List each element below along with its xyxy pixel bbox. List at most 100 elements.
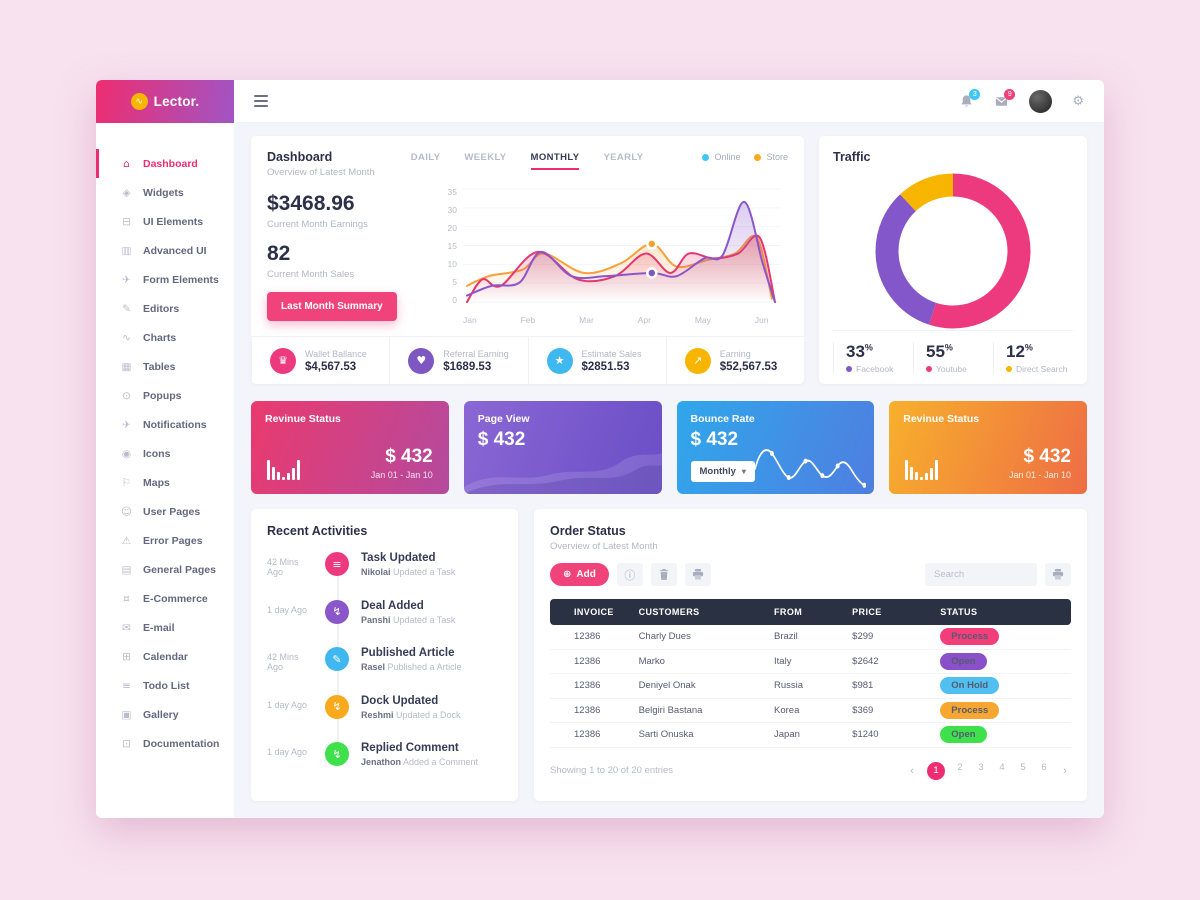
earning-chart-icon: ↗ bbox=[684, 347, 711, 374]
sidebar-item-label: Charts bbox=[143, 331, 177, 344]
calendar-icon: ⊞ bbox=[122, 650, 131, 663]
logo-wave-icon: ∿ bbox=[130, 93, 148, 110]
hamburger-menu-icon[interactable] bbox=[254, 95, 268, 107]
kpi-item: ★ Estimate Sales $2851.53 bbox=[527, 337, 666, 384]
page-number[interactable]: 4 bbox=[999, 761, 1005, 773]
gallery[interactable]: ▣ Gallery bbox=[96, 700, 234, 729]
icons[interactable]: ◉ Icons bbox=[96, 439, 234, 468]
calendar[interactable]: ⊞ Calendar bbox=[96, 642, 234, 671]
sidebar-item-label: Calendar bbox=[143, 650, 188, 663]
documentation[interactable]: ⊡ Documentation bbox=[96, 729, 234, 758]
info-button[interactable]: ⓘ bbox=[616, 563, 643, 586]
sidebar-item-label: Advanced UI bbox=[143, 244, 207, 257]
traffic-legend-dot bbox=[846, 365, 852, 372]
page-number[interactable]: 2 bbox=[957, 761, 963, 773]
widgets[interactable]: ◈ Widgets bbox=[96, 178, 234, 207]
recent-activities-card: Recent Activities 42 Mins Ago ≡ Task Upd… bbox=[251, 509, 518, 801]
sidebar-item-label: E-Commerce bbox=[143, 592, 208, 605]
y-tick: 30 bbox=[447, 205, 457, 215]
search-input[interactable] bbox=[925, 563, 1037, 586]
send-icon: ✈ bbox=[122, 418, 131, 431]
legend-item[interactable]: Online bbox=[702, 152, 740, 162]
wave-decoration bbox=[463, 453, 662, 494]
legend-dot bbox=[754, 153, 762, 161]
messages-envelope-icon[interactable]: 9 bbox=[994, 88, 1016, 109]
print-button[interactable] bbox=[684, 563, 711, 586]
todo-list[interactable]: ≡ Todo List bbox=[96, 671, 234, 700]
sidebar-item-label: General Pages bbox=[143, 563, 216, 576]
kpi-strip: ♛ Wallet Ballance $4,567.53 ♥ Referr bbox=[251, 336, 804, 384]
error-pages[interactable]: ⚠ Error Pages bbox=[96, 526, 234, 555]
general-pages[interactable]: ▤ General Pages bbox=[96, 555, 234, 584]
delete-button[interactable] bbox=[650, 563, 677, 586]
form-elements[interactable]: ✈ Form Elements bbox=[96, 265, 234, 294]
yearly[interactable]: YEARLY bbox=[603, 152, 644, 163]
traffic-stats: 33% Facebook 55% bbox=[833, 330, 1073, 384]
table-row: 12386 Charly Dues Brazil $299 Process bbox=[550, 625, 1071, 650]
dashboard-card-subtitle: Overview of Latest Month bbox=[267, 167, 375, 178]
dashboard[interactable]: ⌂ Dashboard bbox=[96, 149, 234, 178]
editors[interactable]: ✎ Editors bbox=[96, 294, 234, 323]
brand-logo: ∿ Lector. bbox=[96, 80, 234, 123]
chevron-down-icon: ▾ bbox=[741, 467, 746, 476]
cell-invoice: 12386 bbox=[574, 729, 601, 741]
popups[interactable]: ⊙ Popups bbox=[96, 381, 234, 410]
monthly-select[interactable]: Monthly ▾ bbox=[690, 461, 755, 482]
x-tick: Feb bbox=[520, 315, 536, 325]
traffic-legend-dot bbox=[1006, 365, 1012, 372]
trash-icon bbox=[659, 569, 669, 580]
legend-item[interactable]: Store bbox=[754, 152, 788, 162]
order-toolbar: ⊕ Add ⓘ bbox=[550, 563, 1071, 586]
activity-time: 1 day Ago bbox=[267, 699, 308, 710]
traffic-stat: 33% Facebook bbox=[833, 341, 913, 374]
activity-item: 42 Mins Ago ✎ Published Article Rasel Pu… bbox=[267, 647, 502, 695]
page-number[interactable]: 1 bbox=[927, 761, 945, 780]
monthly[interactable]: MONTHLY bbox=[530, 152, 580, 170]
x-tick: Jun bbox=[754, 315, 769, 325]
main-content: Dashboard Overview of Latest Month DAILY… bbox=[234, 123, 1104, 818]
paper-plane-icon: ✈ bbox=[122, 273, 131, 286]
crown-icon: ♛ bbox=[270, 347, 296, 374]
activity-item: 1 day Ago ↯ Deal Added Panshi Updated a … bbox=[267, 599, 502, 648]
y-tick: 5 bbox=[452, 277, 457, 287]
advanced-ui[interactable]: ▥ Advanced UI bbox=[96, 236, 234, 265]
cell-from: Brazil bbox=[774, 631, 798, 643]
sidebar-item-label: Popups bbox=[143, 389, 182, 402]
page-number[interactable]: 5 bbox=[1020, 761, 1026, 773]
page-number[interactable]: 3 bbox=[978, 761, 984, 773]
maps[interactable]: ⚐ Maps bbox=[96, 468, 234, 497]
prev-page-chevron[interactable]: ‹ bbox=[910, 764, 914, 777]
activity-title: Replied Comment bbox=[361, 742, 459, 754]
last-month-summary-button[interactable]: Last Month Summary bbox=[267, 292, 397, 321]
ui-elements[interactable]: ⊟ UI Elements bbox=[96, 207, 234, 236]
e-mail[interactable]: ✉ E-mail bbox=[96, 613, 234, 642]
weekly[interactable]: WEEKLY bbox=[464, 152, 507, 163]
e-commerce[interactable]: ¤ E-Commerce bbox=[96, 584, 234, 613]
period-tabs: DAILY WEEKLY MONTHLY YEARLY bbox=[411, 152, 644, 170]
user-avatar[interactable] bbox=[1029, 89, 1053, 113]
activity-item: 1 day Ago ↯ Dock Updated Reshmi Updated … bbox=[267, 694, 502, 743]
sidebar-item-label: Maps bbox=[143, 476, 170, 489]
charts[interactable]: ∿ Charts bbox=[96, 323, 234, 352]
print-button-2[interactable] bbox=[1045, 563, 1071, 586]
cell-from: Japan bbox=[774, 729, 800, 741]
x-tick: Apr bbox=[637, 315, 651, 325]
sidebar-item-label: User Pages bbox=[143, 505, 201, 518]
lightning-icon: ↯ bbox=[325, 599, 349, 624]
activity-item: 1 day Ago ↯ Replied Comment Jenathon Add… bbox=[267, 742, 502, 790]
settings-gear-icon[interactable]: ⚙ bbox=[1072, 93, 1084, 109]
lightning-icon: ↯ bbox=[325, 694, 349, 719]
notifications[interactable]: ✈ Notifications bbox=[96, 410, 234, 439]
y-tick: 10 bbox=[447, 259, 457, 269]
user-pages[interactable]: ☺ User Pages bbox=[96, 497, 234, 526]
page-number[interactable]: 6 bbox=[1041, 761, 1047, 773]
daily[interactable]: DAILY bbox=[410, 152, 441, 163]
revenue-status-card-1: Revinue Status $ 432 Jan 01 - Jan 10 bbox=[251, 401, 449, 494]
add-button[interactable]: ⊕ Add bbox=[550, 563, 609, 586]
notifications-bell-icon[interactable]: 3 bbox=[959, 88, 981, 109]
traffic-legend-dot bbox=[926, 365, 932, 372]
printer-icon bbox=[1052, 569, 1064, 580]
next-page-chevron[interactable]: › bbox=[1063, 764, 1067, 777]
chart-bar-icon: ▥ bbox=[121, 244, 132, 257]
tables[interactable]: ▦ Tables bbox=[96, 352, 234, 381]
